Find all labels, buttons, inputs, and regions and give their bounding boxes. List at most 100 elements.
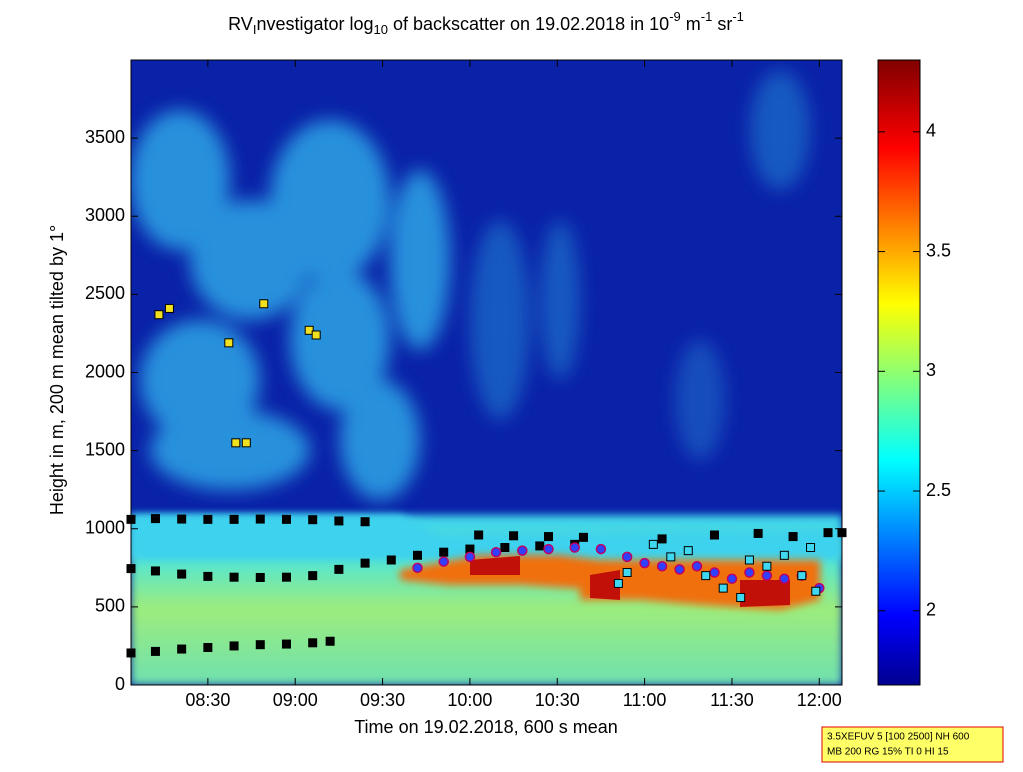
colorbar (877, 59, 921, 686)
x-tick-label: 12:00 (797, 690, 842, 710)
layer-point (203, 643, 213, 652)
y-tick-label: 500 (95, 596, 125, 616)
note-box (821, 726, 1004, 763)
x-tick-label: 10:00 (447, 690, 492, 710)
layer-point (150, 514, 160, 524)
chart-title: RVInvestigator log10 of backscatter on 1… (228, 9, 744, 37)
layer-point (517, 545, 528, 556)
x-axis-label: Time on 19.02.2018, 600 s mean (354, 717, 618, 737)
y-axis-label: Height in m, 200 m mean tilted by 1° (47, 225, 67, 515)
y-tick-label: 1000 (85, 518, 125, 538)
layer-point (744, 567, 755, 578)
layer-point (753, 528, 763, 538)
title-part: sr (712, 14, 732, 34)
x-tick-label: 10:30 (535, 690, 580, 710)
layer-point (544, 532, 554, 542)
layer-point (543, 543, 554, 555)
layer-point (736, 593, 746, 602)
y-tick-label: 3000 (85, 205, 125, 225)
layer-point (164, 303, 174, 313)
y-tick-label: 2000 (85, 361, 125, 381)
layer-point (666, 552, 676, 562)
layer-point (308, 638, 318, 648)
layer-point (203, 571, 213, 581)
layer-point (255, 514, 265, 524)
layer-point (683, 546, 693, 556)
layer-point (281, 572, 291, 582)
layer-point (490, 546, 502, 558)
title-part: m (681, 14, 701, 34)
layer-point (229, 514, 239, 524)
title-part: RV (228, 14, 253, 34)
layer-point (578, 532, 588, 542)
layer-point (648, 539, 658, 549)
layer-point (259, 299, 269, 309)
layer-point (709, 567, 720, 578)
colorbar-tick-label: 4 (926, 121, 936, 141)
x-tick-label: 08:30 (185, 690, 230, 710)
colorbar-tick-label: 2 (926, 600, 936, 620)
layer-point (709, 530, 719, 540)
layer-point (126, 514, 136, 524)
layer-point (762, 561, 772, 571)
layer-point (126, 648, 136, 658)
y-tick-label: 0 (115, 674, 125, 694)
colorbar-tick-label: 3.5 (926, 240, 951, 260)
backscatter-field (131, 60, 842, 685)
layer-point (622, 568, 632, 577)
layer-point (438, 556, 449, 567)
layer-point (811, 586, 821, 596)
y-tick-label: 2500 (85, 283, 125, 303)
layer-point (231, 438, 241, 448)
layer-point (229, 572, 239, 582)
colorbar-tick-label: 3 (926, 360, 936, 380)
layer-point (837, 528, 847, 538)
layer-point (639, 557, 650, 569)
title-part: I (253, 22, 257, 37)
x-tick-label: 09:00 (273, 690, 318, 710)
layer-point (177, 514, 187, 524)
layer-point (255, 573, 265, 582)
title-part: of backscatter on 19.02.2018 in 10 (388, 14, 669, 34)
layer-point (509, 531, 519, 541)
layer-point (334, 516, 344, 526)
layer-point (150, 566, 160, 576)
layer-point (229, 641, 239, 651)
note-line: 3.5XEFUV 5 [100 2500] NH 600 (827, 732, 970, 743)
layer-point (154, 310, 164, 320)
title-part: -1 (732, 9, 744, 24)
layer-point (412, 550, 422, 560)
layer-point (311, 330, 321, 340)
layer-point (761, 570, 773, 581)
colorbar-tick-label: 2.5 (926, 480, 951, 500)
layer-point (744, 555, 754, 565)
layer-point (412, 562, 423, 574)
layer-point (241, 438, 251, 448)
x-tick-label: 09:30 (360, 690, 405, 710)
layer-point (150, 646, 160, 656)
y-tick-label: 1500 (85, 439, 125, 459)
layer-point (656, 561, 668, 572)
layer-point (788, 532, 798, 542)
layer-point (569, 542, 580, 553)
layer-point (304, 325, 314, 335)
layer-point (474, 530, 484, 540)
layer-point (779, 573, 790, 584)
title-part: 10 (374, 22, 388, 37)
layer-point (797, 571, 807, 581)
layer-point (439, 547, 449, 557)
title-part: -1 (701, 9, 713, 24)
layer-point (360, 558, 370, 568)
layer-point (806, 543, 816, 552)
layer-point (535, 541, 545, 551)
layer-point (595, 543, 607, 555)
layer-point (726, 573, 738, 584)
layer-point (334, 564, 344, 574)
layer-point (701, 571, 711, 581)
layer-point (718, 583, 728, 593)
layer-point (308, 515, 318, 525)
layer-point (360, 517, 370, 527)
layer-point (126, 564, 136, 574)
